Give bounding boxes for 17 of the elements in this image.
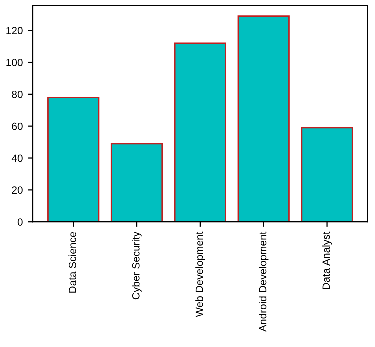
y-tick-label: 40	[12, 154, 23, 162]
y-tick-label: 0	[18, 218, 23, 226]
y-tick-label: 120	[6, 27, 23, 35]
x-tick-label: Cyber Security	[132, 232, 142, 300]
x-tick-label: Data Science	[68, 232, 76, 293]
y-tick-label: 100	[6, 59, 23, 66]
bar	[110, 143, 164, 222]
y-tick-label: 20	[12, 186, 23, 194]
bar	[174, 42, 226, 222]
x-tick-label: Android Development	[259, 232, 269, 332]
bar	[301, 127, 354, 222]
bar	[238, 16, 290, 222]
x-tick-label: Web Development	[196, 232, 206, 318]
y-tick-label: 60	[12, 122, 23, 130]
y-tick-label: 80	[12, 90, 23, 98]
bar	[48, 96, 100, 222]
x-tick-label: Data Analyst	[322, 232, 332, 290]
